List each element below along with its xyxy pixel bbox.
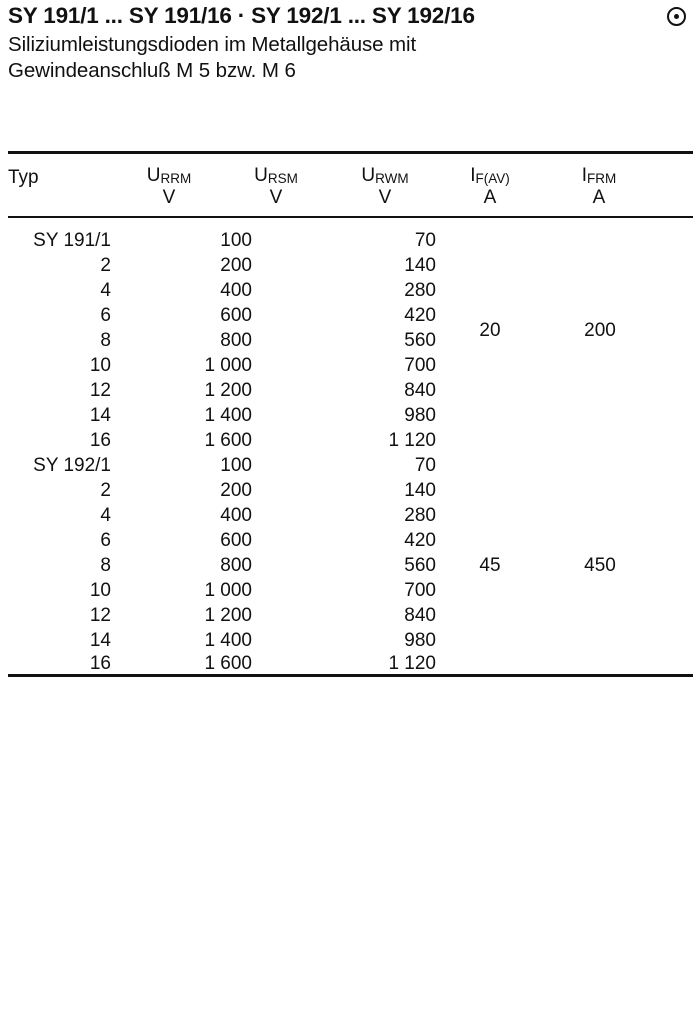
cell-urwm: 840 — [404, 605, 436, 626]
column-header-if-av-symbol: I — [470, 165, 476, 186]
cell-urrm: 800 — [220, 555, 252, 576]
cell-urrm: 1 400 — [204, 630, 252, 651]
table-row: 16 — [89, 653, 111, 674]
cell-urwm: 70 — [414, 455, 436, 476]
dot-in-circle-icon — [667, 7, 686, 26]
column-header-urwm-unit: V — [378, 187, 392, 208]
cell-urrm: 200 — [220, 255, 252, 276]
table-row: 10 — [89, 355, 111, 376]
column-header-urrm: URRM V — [133, 165, 205, 208]
cell-urwm: 420 — [404, 530, 436, 551]
cell-ifrm: 200 — [584, 320, 616, 341]
column-header-urrm-subscript: RRM — [160, 171, 192, 186]
column-header-urwm-subscript: RWM — [375, 171, 409, 186]
cell-urwm: 980 — [404, 630, 436, 651]
table-row: 2 — [100, 255, 111, 276]
cell-urwm: 1 120 — [388, 653, 436, 674]
cell-urrm: 1 000 — [204, 355, 252, 376]
cell-urwm: 1 120 — [388, 430, 436, 451]
column-header-ifrm-symbol: I — [581, 165, 588, 186]
column-header-urrm-unit: V — [162, 187, 176, 208]
table-row: SY 192/1 — [33, 455, 111, 476]
column-header-urwm: URWM V — [347, 165, 423, 208]
cell-urrm: 600 — [220, 530, 252, 551]
cell-urrm: 100 — [220, 230, 252, 251]
table-row: 14 — [89, 405, 111, 426]
table-row: 14 — [89, 630, 111, 651]
column-header-ursm-unit: V — [269, 187, 283, 208]
column-header-if-av-subscript: F(AV) — [475, 171, 510, 186]
column-header-ifrm: IFRM A — [566, 165, 632, 208]
column-header-if-av-unit: A — [483, 187, 497, 208]
cell-urrm: 200 — [220, 480, 252, 501]
cell-urrm: 400 — [220, 280, 252, 301]
subtitle-line-1: Siliziumleistungsdioden im Metallgehäuse… — [8, 33, 417, 56]
cell-urwm: 560 — [404, 555, 436, 576]
cell-urwm: 700 — [404, 355, 436, 376]
table-row: 6 — [100, 530, 111, 551]
dimension-drawing: 31,0 9,5 — [0, 690, 700, 1014]
cell-urwm: 140 — [404, 255, 436, 276]
column-header-if-av: IF(AV) A — [452, 165, 528, 208]
cell-urrm: 100 — [220, 455, 252, 476]
cell-urwm: 280 — [404, 280, 436, 301]
column-header-ursm-symbol: U — [254, 165, 268, 186]
cell-urwm: 700 — [404, 580, 436, 601]
column-header-typ: Typ — [8, 167, 39, 188]
table-row: 2 — [100, 480, 111, 501]
cell-urwm: 560 — [404, 330, 436, 351]
cell-urrm: 800 — [220, 330, 252, 351]
cell-urrm: 1 200 — [204, 380, 252, 401]
cell-if-av: 20 — [479, 320, 501, 341]
page-title: SY 191/1 ... SY 191/16 · SY 192/1 ... SY… — [8, 3, 475, 28]
cell-urrm: 1 200 — [204, 605, 252, 626]
table-row: 16 — [89, 430, 111, 451]
cell-urrm: 1 400 — [204, 405, 252, 426]
table-row: 4 — [100, 280, 111, 301]
cell-urrm: 1 600 — [204, 430, 252, 451]
cell-ifrm: 450 — [584, 555, 616, 576]
cell-urwm: 840 — [404, 380, 436, 401]
cell-urrm: 400 — [220, 505, 252, 526]
title-row: SY 191/1 ... SY 191/16 · SY 192/1 ... SY… — [8, 2, 692, 32]
column-header-urwm-symbol: U — [361, 165, 376, 186]
cell-urrm: 1 000 — [204, 580, 252, 601]
column-header-ifrm-subscript: FRM — [587, 171, 617, 186]
table-row: 6 — [100, 305, 111, 326]
subtitle-line-2: Gewindeanschluß M 5 bzw. M 6 — [8, 59, 296, 82]
cell-if-av: 45 — [479, 555, 501, 576]
column-header-ursm-subscript: RSM — [267, 171, 298, 186]
table-row: 10 — [89, 580, 111, 601]
table-row: 12 — [89, 605, 111, 626]
cell-urwm: 980 — [404, 405, 436, 426]
table-row: 8 — [100, 555, 111, 576]
column-header-ursm: URSM V — [240, 165, 312, 208]
cell-urwm: 280 — [404, 505, 436, 526]
cell-urwm: 70 — [414, 230, 436, 251]
table-row: SY 191/1 — [33, 230, 111, 251]
column-header-urrm-symbol: U — [146, 165, 161, 186]
cell-urwm: 140 — [404, 480, 436, 501]
cell-urrm: 600 — [220, 305, 252, 326]
drawing-svg: 31,0 9,5 — [0, 690, 700, 1014]
page-header: SY 191/1 ... SY 191/16 · SY 192/1 ... SY… — [8, 2, 692, 84]
table-row: 8 — [100, 330, 111, 351]
column-header-ifrm-unit: A — [592, 187, 606, 208]
table-header-rule — [8, 216, 693, 218]
table-top-rule — [8, 151, 693, 154]
table-row: 4 — [100, 505, 111, 526]
cell-urwm: 420 — [404, 305, 436, 326]
table-bottom-rule — [8, 674, 693, 677]
table-row: 12 — [89, 380, 111, 401]
cell-urrm: 1 600 — [204, 653, 252, 674]
